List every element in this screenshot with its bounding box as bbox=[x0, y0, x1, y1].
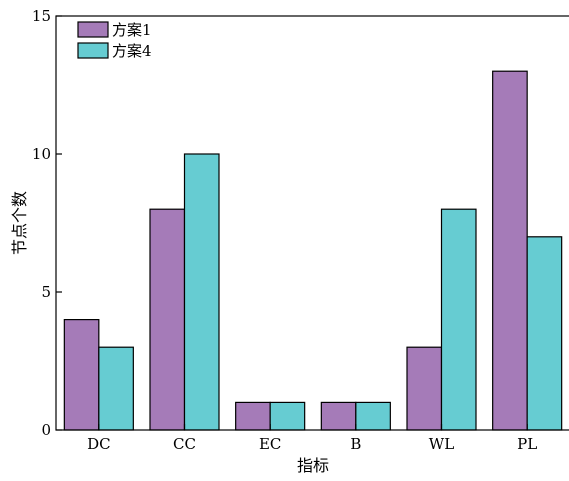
y-tick-label: 0 bbox=[41, 421, 51, 439]
legend-swatch bbox=[77, 42, 109, 59]
bar-pl-series-2 bbox=[526, 236, 563, 431]
y-tick-label: 10 bbox=[32, 145, 51, 163]
x-tick-label: PL bbox=[517, 435, 537, 453]
plot-frame bbox=[55, 15, 569, 431]
bar-cc-series-1 bbox=[149, 208, 186, 431]
x-tick-label: WL bbox=[429, 435, 454, 453]
bar-b-series-1 bbox=[320, 401, 357, 431]
legend-label: 方案4 bbox=[112, 42, 152, 60]
bar-dc-series-2 bbox=[98, 346, 134, 431]
bar-pl-series-1 bbox=[492, 70, 528, 431]
bar-ec-series-2 bbox=[269, 401, 306, 431]
bars-layer bbox=[63, 70, 563, 431]
y-tick-label: 5 bbox=[41, 283, 51, 301]
y-axis-title: 节点个数 bbox=[10, 191, 29, 255]
x-tick-label: DC bbox=[87, 435, 111, 453]
x-tick-label: EC bbox=[259, 435, 281, 453]
legend-label: 方案1 bbox=[112, 21, 152, 39]
bar-ec-series-1 bbox=[235, 401, 271, 431]
bar-dc-series-1 bbox=[63, 319, 100, 431]
x-tick-label: CC bbox=[173, 435, 196, 453]
legend-swatch bbox=[77, 21, 109, 38]
bar-cc-series-2 bbox=[183, 153, 220, 431]
bar-wl-series-2 bbox=[440, 208, 477, 431]
y-tick-label: 15 bbox=[32, 7, 51, 25]
x-axis-title: 指标 bbox=[297, 456, 329, 475]
x-tick-label: B bbox=[350, 435, 361, 453]
ticks-layer: DC CC EC B WL PL 0 5 10 15 bbox=[32, 7, 537, 453]
bar-wl-series-1 bbox=[406, 346, 443, 431]
bar-b-series-2 bbox=[355, 401, 391, 431]
